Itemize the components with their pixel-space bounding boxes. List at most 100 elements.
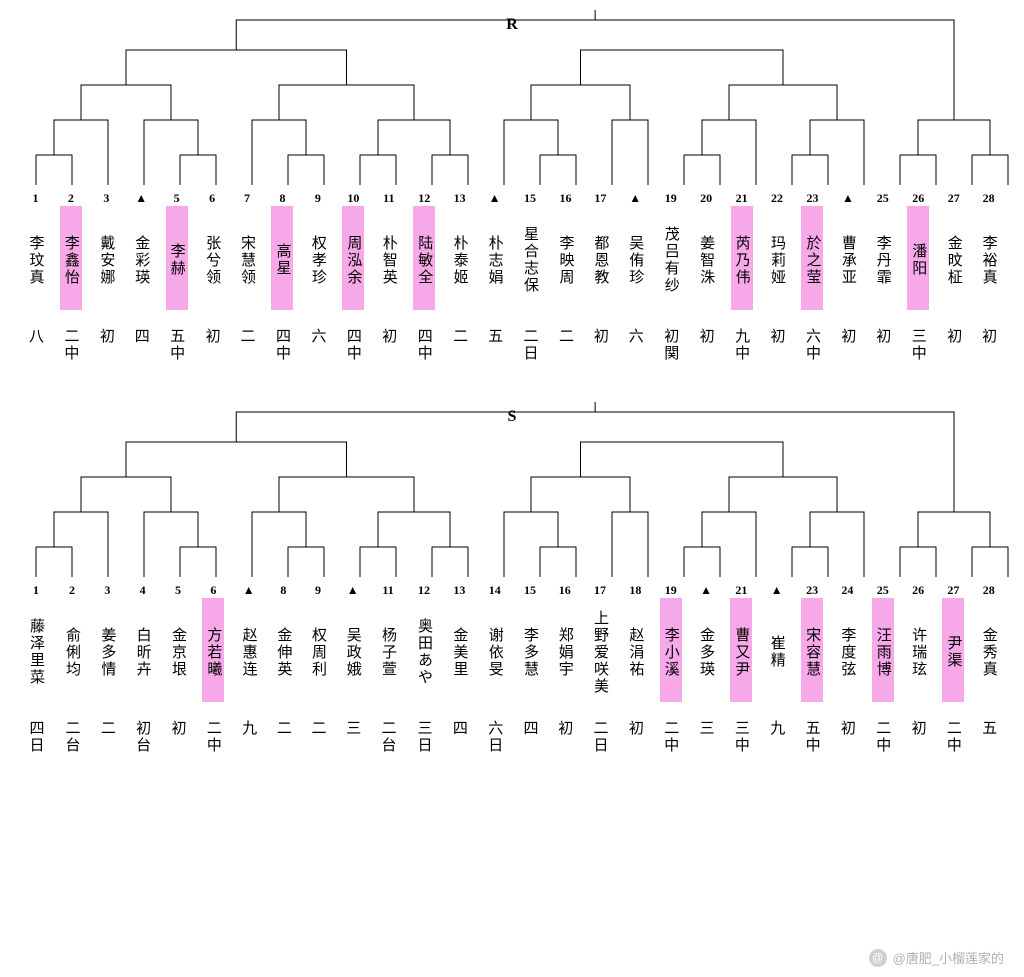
seed-number: 27 (948, 190, 960, 206)
player-name: 姜智洙 (695, 206, 717, 310)
player-col: 5李赫五中 (159, 190, 195, 362)
player-name: 朴志娟 (484, 206, 506, 310)
player-rank: 二中 (872, 720, 893, 754)
player-col: 2俞俐均二台 (54, 582, 90, 754)
bracket-group-R: R1李玟真八2李鑫怡二中3戴安娜初▲金彩瑛四5李赫五中6张兮领初7宋慧领二8高星… (10, 10, 1014, 362)
player-rank: 初 (837, 328, 858, 345)
seed-number: 22 (771, 190, 783, 206)
player-rank: 初 (625, 720, 646, 737)
player-rank: 二中 (660, 720, 681, 754)
player-col: 28李裕真初 (971, 190, 1006, 362)
player-name: 赵惠连 (238, 598, 260, 702)
player-col: ▲朴志娟五 (477, 190, 512, 362)
player-rank: 五中 (802, 720, 823, 754)
player-name: 金彩瑛 (130, 206, 152, 310)
player-name: 张兮领 (201, 206, 223, 310)
player-col: ▲金彩瑛四 (124, 190, 159, 362)
player-name: 朴泰姬 (449, 206, 471, 310)
player-col: 15李多慧四 (513, 582, 548, 754)
player-name: 宋容慧 (801, 598, 823, 702)
seed-number: 15 (524, 190, 536, 206)
player-col: 6方若曦二中 (195, 582, 231, 754)
player-name: 汪雨博 (872, 598, 894, 702)
player-rank: 五 (484, 328, 505, 345)
player-name: 上野爱咲美 (589, 598, 611, 702)
bracket-tree (10, 10, 1024, 190)
player-col: 14谢依旻六日 (477, 582, 513, 754)
bracket-group-S: S1藤泽里菜四日2俞俐均二台3姜多情二4白昕卉初台5金京垠初6方若曦二中▲赵惠连… (10, 402, 1014, 754)
player-name: 李裕真 (978, 206, 1000, 310)
seed-number: 2 (68, 190, 74, 206)
player-rank: 四中 (272, 328, 293, 362)
player-name: 金伸英 (272, 598, 294, 702)
seed-number: 17 (594, 582, 606, 598)
player-rank: 九中 (731, 328, 752, 362)
player-col: 11朴智英初 (371, 190, 406, 362)
player-name: 赵涓祐 (624, 598, 646, 702)
player-col: 8高星四中 (264, 190, 300, 362)
player-rank: 二 (555, 328, 576, 345)
player-name: 曹承亚 (837, 206, 859, 310)
seed-number: 10 (347, 190, 359, 206)
player-name: 权孝珍 (307, 206, 329, 310)
seed-number: 21 (735, 582, 747, 598)
player-col: 19茂吕有纱初関 (653, 190, 689, 362)
player-col: 4白昕卉初台 (125, 582, 161, 754)
player-rank: 初 (96, 328, 117, 345)
player-col: 12陆敏全四中 (406, 190, 442, 362)
seed-number: 15 (524, 582, 536, 598)
seed-number: 24 (841, 582, 853, 598)
player-rank: 九 (766, 720, 787, 737)
seed-number: 12 (418, 582, 430, 598)
player-rank: 二中 (203, 720, 224, 754)
player-name: 李赫 (166, 206, 188, 310)
player-rank: 三日 (414, 720, 435, 754)
player-rank: 六中 (802, 328, 823, 362)
player-col: 9权孝珍六 (300, 190, 335, 362)
player-col: 13朴泰姬二 (442, 190, 477, 362)
player-col: 3戴安娜初 (89, 190, 124, 362)
player-rank: 六日 (484, 720, 505, 754)
player-name: 星合志保 (519, 206, 541, 310)
player-name: 杨子萱 (377, 598, 399, 702)
seed-number: 25 (877, 582, 889, 598)
player-col: 16李映周二 (548, 190, 583, 362)
seed-number: 3 (104, 582, 110, 598)
player-rank: 四中 (343, 328, 364, 362)
player-name: 金多瑛 (695, 598, 717, 702)
player-name: 权周利 (307, 598, 329, 702)
seed-number: 9 (315, 190, 321, 206)
seed-number: 7 (244, 190, 250, 206)
player-name: 金秀真 (978, 598, 1000, 702)
player-name: 奥田あや (413, 598, 435, 702)
seed-number: 16 (559, 582, 571, 598)
player-rank: 四 (131, 328, 152, 345)
seed-number: 11 (383, 190, 394, 206)
player-name: 曹又尹 (730, 598, 752, 702)
player-name: 尹渠 (942, 598, 964, 702)
player-name: 吴侑珍 (624, 206, 646, 310)
seed-number: 6 (210, 582, 216, 598)
player-name: 白昕卉 (132, 598, 154, 702)
player-rank: 二 (97, 720, 118, 737)
seed-number: 6 (209, 190, 215, 206)
seed-triangle-icon: ▲ (629, 190, 641, 206)
player-col: ▲崔精九 (759, 582, 794, 754)
player-rank: 二日 (520, 328, 541, 362)
player-col: 10周泓余四中 (335, 190, 371, 362)
seed-number: 19 (665, 582, 677, 598)
watermark-text: @唐肥_小榴莲家的 (893, 948, 1004, 967)
seed-number: 23 (806, 190, 818, 206)
player-col: 15星合志保二日 (512, 190, 548, 362)
player-rank: 二 (308, 720, 329, 737)
seed-number: 13 (454, 190, 466, 206)
player-col: 24李度弦初 (830, 582, 865, 754)
player-col: ▲吴侑珍六 (618, 190, 653, 362)
player-col: 21曹又尹三中 (723, 582, 759, 754)
player-rank: 初台 (132, 720, 153, 754)
player-col: 1李玟真八 (18, 190, 53, 362)
seed-number: 11 (382, 582, 393, 598)
player-col: 18赵涓祐初 (618, 582, 653, 754)
player-col: 16郑娟宇初 (547, 582, 582, 754)
player-name: 金旼柾 (943, 206, 965, 310)
